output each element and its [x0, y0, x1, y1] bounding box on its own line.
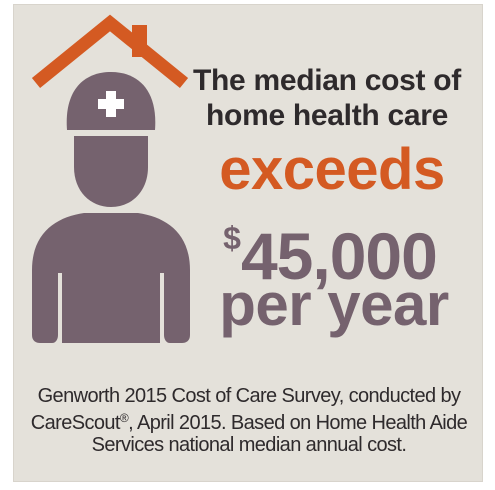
- currency-symbol: $: [223, 220, 240, 256]
- source-line-2: CareScout®, April 2015. Based on Home He…: [22, 407, 476, 434]
- infographic-card: The median cost of home health care exce…: [13, 4, 483, 482]
- registered-mark: ®: [120, 411, 128, 425]
- per-year-text: per year: [194, 273, 474, 337]
- source-brand: CareScout: [31, 412, 120, 434]
- headline-line-2: home health care: [182, 98, 472, 133]
- source-line-2-rest: , April 2015. Based on Home Health Aide: [128, 412, 467, 434]
- source-line-3: Services national median annual cost.: [22, 434, 476, 456]
- source-line-1: Genworth 2015 Cost of Care Survey, condu…: [22, 385, 476, 407]
- headline: The median cost of home health care: [182, 63, 472, 133]
- exceeds-text: exceeds: [192, 139, 472, 201]
- headline-line-1: The median cost of: [182, 63, 472, 98]
- source-citation: Genworth 2015 Cost of Care Survey, condu…: [22, 385, 476, 456]
